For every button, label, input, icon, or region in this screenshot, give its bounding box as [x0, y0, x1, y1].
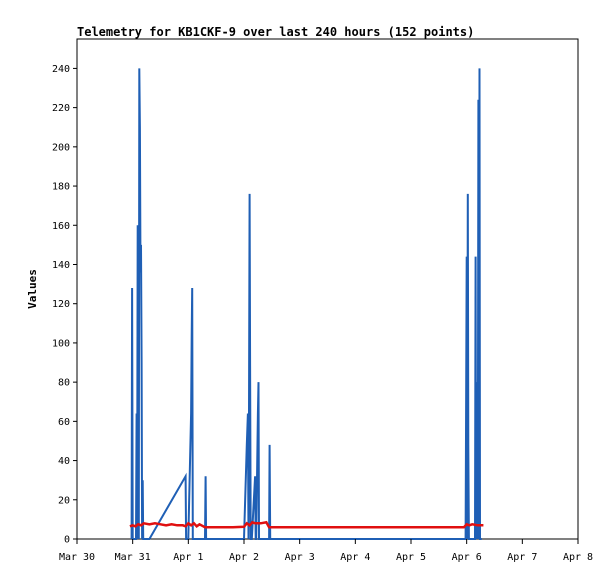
x-tick-label: Mar 30	[59, 552, 95, 563]
y-axis-label: Values	[26, 269, 39, 309]
y-tick-label: 220	[52, 103, 70, 114]
y-tick-label: 20	[58, 495, 70, 506]
x-tick-label: Apr 3	[285, 552, 315, 563]
y-tick-label: 180	[52, 182, 70, 193]
x-tick-label: Apr 5	[396, 552, 426, 563]
x-axis: Mar 30 Mar 31 Apr 1 Apr 2 Apr 3 Apr 4 Apr 5 Apr…	[59, 539, 593, 563]
y-tick-label: 0	[64, 535, 70, 546]
y-tick-label: 100	[52, 338, 70, 349]
y-tick-label: 160	[52, 221, 70, 232]
y-tick-label: 40	[58, 456, 70, 467]
y-tick-label: 120	[52, 299, 70, 310]
y-tick-label: 200	[52, 142, 70, 153]
series-line-1	[130, 68, 482, 540]
series-line-2	[129, 520, 484, 529]
y-tick-label: 140	[52, 260, 70, 271]
x-tick-label: Mar 31	[115, 552, 151, 563]
plot-area	[76, 38, 579, 540]
y-tick-label: 80	[58, 378, 70, 389]
x-tick-label: Apr 2	[229, 552, 259, 563]
y-tick-label: 60	[58, 417, 70, 428]
x-tick-label: Apr 6	[452, 552, 482, 563]
x-tick-label: Apr 1	[173, 552, 203, 563]
chart-title: Telemetry for KB1CKF-9 over last 240 hou…	[77, 25, 474, 39]
x-tick-label: Apr 8	[563, 552, 593, 563]
y-tick-label: 240	[52, 64, 70, 75]
x-tick-label: Apr 7	[507, 552, 537, 563]
y-axis: 0 20 40 60 80 100 120 140 160 180 200 220 240	[52, 64, 77, 546]
x-tick-label: Apr 4	[340, 552, 370, 563]
